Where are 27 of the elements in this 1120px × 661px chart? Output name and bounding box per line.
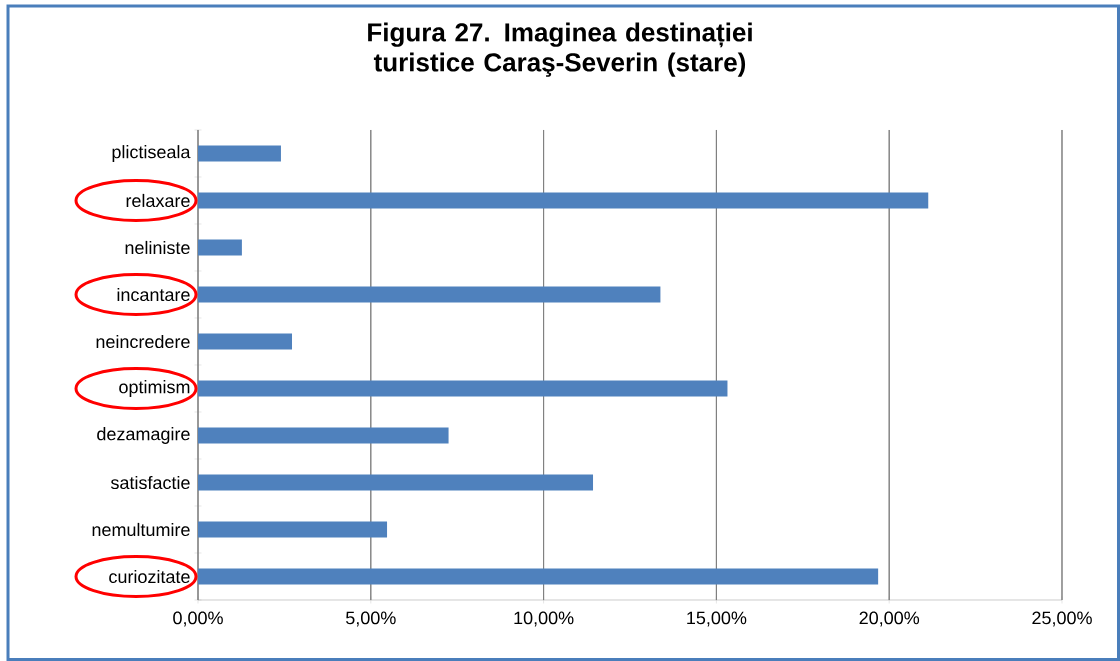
x-tick-label: 5,00% [346, 611, 396, 627]
y-tick-label: satisfactie [110, 475, 190, 490]
x-tick-label: 10,00% [514, 611, 574, 627]
bar [198, 192, 929, 209]
bar [198, 286, 661, 303]
y-tick-label: dezamagire [97, 427, 190, 444]
y-tick-label: neliniste [125, 240, 190, 255]
y-tick-label: neincredere [96, 334, 190, 349]
chart-title: Figura 27. Imaginea destinației turistice Caraş-Severin (stare) [368, 22, 752, 77]
x-tick-label: 15,00% [687, 611, 747, 627]
bar [198, 145, 281, 162]
y-tick-label: optimism [119, 380, 190, 397]
x-tick-label: 25,00% [1032, 611, 1092, 627]
bar [198, 380, 728, 397]
bar [198, 333, 293, 350]
y-tick-label: curiozitate [109, 569, 190, 584]
y-tick-label: relaxare [126, 193, 190, 208]
bar [198, 474, 594, 491]
y-tick-label: plictiseala [112, 145, 191, 162]
bar [198, 427, 449, 444]
y-tick-label: nemultumire [92, 522, 190, 537]
bar [198, 239, 242, 256]
y-tick-label: incantare [117, 287, 190, 302]
x-tick-label: 20,00% [859, 611, 920, 627]
bar [198, 568, 879, 585]
x-tick-label: 0,00% [173, 611, 223, 627]
bar [198, 521, 388, 538]
